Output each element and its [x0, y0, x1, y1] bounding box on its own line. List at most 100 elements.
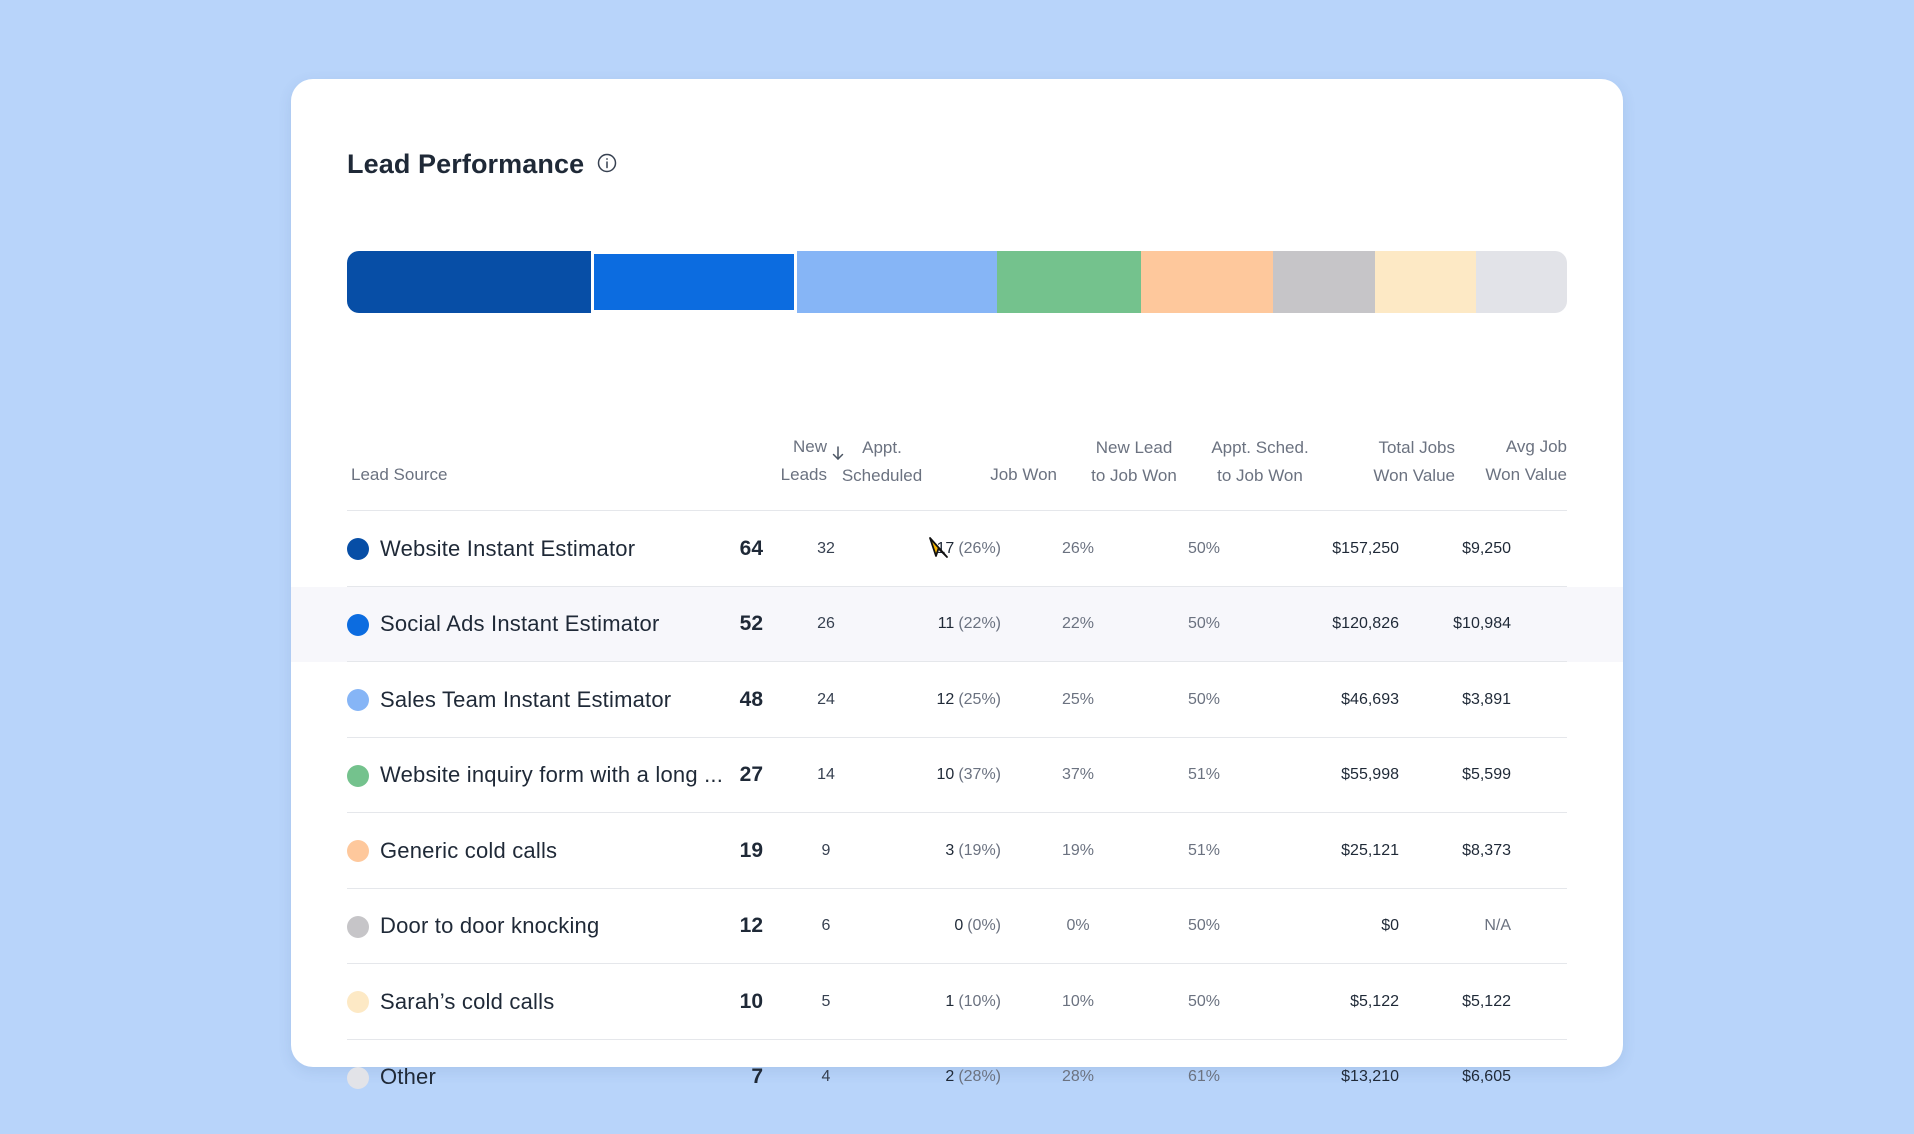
- info-circle-icon[interactable]: [596, 152, 618, 174]
- column-header-label: Appt.: [862, 438, 902, 457]
- avg-job-won-value: $9,250: [1462, 539, 1511, 557]
- new-lead-to-job-won-value: 25%: [1061, 690, 1095, 708]
- appt-scheduled-value: 9: [821, 841, 831, 859]
- appt-sched-to-job-won-value: 50%: [1187, 539, 1221, 557]
- column-header-avg-job-won-value[interactable]: Avg Job Won Value: [1437, 433, 1567, 489]
- appt-sched-to-job-won-value: 50%: [1187, 917, 1221, 935]
- column-header-job-won[interactable]: Job Won: [927, 461, 1057, 489]
- source-color-dot: [347, 538, 369, 560]
- new-leads-value: 12: [739, 914, 763, 938]
- column-header-lead-source[interactable]: Lead Source: [351, 461, 447, 489]
- lead-source-stacked-bar: [347, 251, 1567, 313]
- lead-source-name: Sarah’s cold calls: [380, 988, 555, 1014]
- total-jobs-won-value: $46,693: [1341, 690, 1399, 708]
- job-won-value: 17 (26%): [871, 511, 1001, 587]
- column-header-label: Won Value: [1373, 466, 1455, 485]
- avg-job-won-value: N/A: [1484, 917, 1511, 935]
- table-header: Lead Source New Leads Appt. Scheduled Jo…: [347, 351, 1567, 511]
- job-won-count: 17: [936, 539, 955, 557]
- lead-source-name: Door to door knocking: [380, 913, 600, 939]
- job-won-value: 11 (22%): [871, 587, 1001, 663]
- stack-segment-website-instant-estimator[interactable]: [347, 251, 591, 313]
- row-divider: [347, 887, 1567, 889]
- stack-segment-website-inquiry-form[interactable]: [997, 251, 1141, 313]
- job-won-value: 0 (0%): [871, 889, 1001, 965]
- new-leads-value: 64: [739, 536, 763, 560]
- row-divider: [347, 585, 1567, 587]
- job-won-count: 2: [945, 1068, 955, 1086]
- stack-segment-social-ads-instant-estimator[interactable]: [594, 254, 794, 310]
- column-header-appt-scheduled[interactable]: Appt. Scheduled: [827, 434, 937, 490]
- column-header-total-jobs-won-value[interactable]: Total Jobs Won Value: [1325, 434, 1455, 490]
- stack-segment-door-to-door-knocking[interactable]: [1273, 251, 1375, 313]
- source-color-dot: [347, 1066, 369, 1089]
- row-divider: [347, 812, 1567, 813]
- new-leads-value: 10: [739, 989, 763, 1013]
- job-won-percent: (10%): [958, 992, 1001, 1010]
- stack-segment-other[interactable]: [1476, 251, 1567, 313]
- new-leads-value: 7: [751, 1065, 763, 1089]
- avg-job-won-value: $6,605: [1462, 1068, 1511, 1086]
- appt-sched-to-job-won-value: 51%: [1187, 841, 1221, 859]
- total-jobs-won-value: $120,826: [1332, 615, 1399, 633]
- appt-scheduled-value: 5: [821, 992, 831, 1010]
- appt-sched-to-job-won-value: 50%: [1187, 690, 1221, 708]
- job-won-count: 12: [936, 690, 955, 708]
- total-jobs-won-value: $157,250: [1332, 539, 1399, 557]
- table-row[interactable]: Generic cold calls 19 9 3 (19%) 19% 51% $25,121…: [291, 813, 1623, 889]
- appt-scheduled-value: 6: [821, 917, 831, 935]
- appt-scheduled-value: 14: [817, 766, 835, 784]
- total-jobs-won-value: $55,998: [1341, 766, 1399, 784]
- table-row[interactable]: Other 7 4 2 (28%) 28% 61% $13,210 $6,605: [291, 1040, 1623, 1116]
- row-divider: [347, 661, 1567, 662]
- table-body: Website Instant Estimator 64 32 17 (26%) 26% 5…: [291, 511, 1623, 1115]
- job-won-count: 10: [936, 766, 955, 784]
- job-won-percent: (37%): [958, 766, 1001, 784]
- column-header-new-lead-to-job-won[interactable]: New Lead to Job Won: [1069, 434, 1199, 490]
- column-header-label: to Job Won: [1091, 466, 1177, 485]
- row-divider: [347, 1038, 1567, 1040]
- appt-scheduled-value: 24: [817, 690, 835, 708]
- lead-source-name: Sales Team Instant Estimator: [380, 686, 672, 712]
- table-row[interactable]: Sales Team Instant Estimator 48 24 12 (25%) 2…: [291, 662, 1623, 738]
- job-won-percent: (19%): [958, 841, 1001, 859]
- column-header-label: Total Jobs: [1378, 438, 1455, 457]
- stack-segment-sarahs-cold-calls[interactable]: [1375, 251, 1476, 313]
- job-won-value: 1 (10%): [871, 964, 1001, 1040]
- appt-sched-to-job-won-value: 51%: [1187, 766, 1221, 784]
- new-lead-to-job-won-value: 22%: [1061, 615, 1095, 633]
- source-color-dot: [347, 764, 369, 787]
- total-jobs-won-value: $0: [1381, 917, 1399, 935]
- avg-job-won-value: $5,599: [1462, 766, 1511, 784]
- table-row[interactable]: Door to door knocking 12 6 0 (0%) 0% 50% $0 N/A: [291, 889, 1623, 965]
- job-won-percent: (26%): [958, 539, 1001, 557]
- stack-segment-sales-team-instant-estimator[interactable]: [797, 251, 997, 313]
- column-header-appt-sched-to-job-won[interactable]: Appt. Sched. to Job Won: [1195, 434, 1325, 490]
- total-jobs-won-value: $25,121: [1341, 841, 1399, 859]
- job-won-value: 12 (25%): [871, 662, 1001, 738]
- lead-performance-card: Lead Performance Lead Source New Leads: [291, 79, 1623, 1089]
- column-header-label: New Lead: [1095, 438, 1173, 457]
- job-won-count: 11: [937, 615, 955, 633]
- appt-scheduled-value: 26: [817, 615, 835, 633]
- job-won-value: 3 (19%): [871, 813, 1001, 889]
- new-leads-value: 19: [739, 838, 763, 862]
- table-row[interactable]: Sarah’s cold calls 10 5 1 (10%) 10% 50% $5,122 $…: [291, 964, 1623, 1040]
- table-row[interactable]: Website Instant Estimator 64 32 17 (26%) 26% 5…: [291, 511, 1623, 587]
- arrow-down-icon: [832, 446, 844, 460]
- new-lead-to-job-won-value: 37%: [1061, 766, 1095, 784]
- column-header-new-leads[interactable]: New Leads: [717, 433, 844, 489]
- column-header-label: Job Won: [990, 465, 1057, 484]
- header-divider: [347, 510, 1567, 511]
- mouse-pointer-icon: [929, 537, 948, 558]
- table-row[interactable]: Website inquiry form with a long ... 27 14…: [291, 738, 1623, 813]
- lead-source-name: Generic cold calls: [380, 837, 558, 863]
- total-jobs-won-value: $13,210: [1341, 1068, 1399, 1086]
- job-won-value: 2 (28%): [871, 1040, 1001, 1116]
- new-lead-to-job-won-value: 28%: [1061, 1068, 1095, 1086]
- stack-segment-generic-cold-calls[interactable]: [1141, 251, 1273, 313]
- table-row[interactable]: Social Ads Instant Estimator 52 26 11 (22%) 2…: [291, 586, 1623, 663]
- avg-job-won-value: $5,122: [1462, 992, 1511, 1010]
- avg-job-won-value: $8,373: [1462, 841, 1511, 859]
- column-header-label: Avg Job: [1505, 437, 1567, 456]
